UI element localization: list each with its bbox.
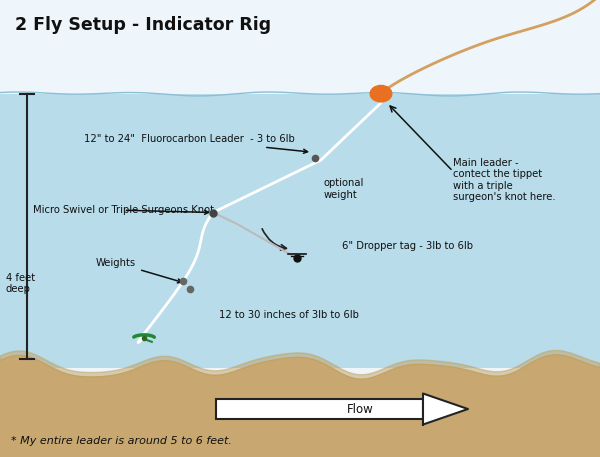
Text: 4 feet
deep: 4 feet deep <box>6 272 35 294</box>
Text: 2 Fly Setup - Indicator Rig: 2 Fly Setup - Indicator Rig <box>15 16 271 34</box>
Text: 12 to 30 inches of 3lb to 6lb: 12 to 30 inches of 3lb to 6lb <box>219 309 359 319</box>
Bar <box>0 0 600 94</box>
Text: * My entire leader is around 5 to 6 feet.: * My entire leader is around 5 to 6 feet… <box>11 436 232 446</box>
Text: Weights: Weights <box>96 258 182 283</box>
Text: optional
weight: optional weight <box>324 178 364 200</box>
Bar <box>0 94 600 368</box>
Circle shape <box>370 85 392 102</box>
Polygon shape <box>423 393 468 425</box>
Bar <box>216 399 423 419</box>
Text: Flow: Flow <box>347 403 373 415</box>
Text: 6" Dropper tag - 3lb to 6lb: 6" Dropper tag - 3lb to 6lb <box>342 241 473 251</box>
Text: 12" to 24"  Fluorocarbon Leader  - 3 to 6lb: 12" to 24" Fluorocarbon Leader - 3 to 6l… <box>84 134 308 153</box>
Text: Main leader -
contect the tippet
with a triple
surgeon's knot here.: Main leader - contect the tippet with a … <box>453 158 556 202</box>
Text: Micro Swivel or Triple Surgeons Knot: Micro Swivel or Triple Surgeons Knot <box>33 205 214 215</box>
